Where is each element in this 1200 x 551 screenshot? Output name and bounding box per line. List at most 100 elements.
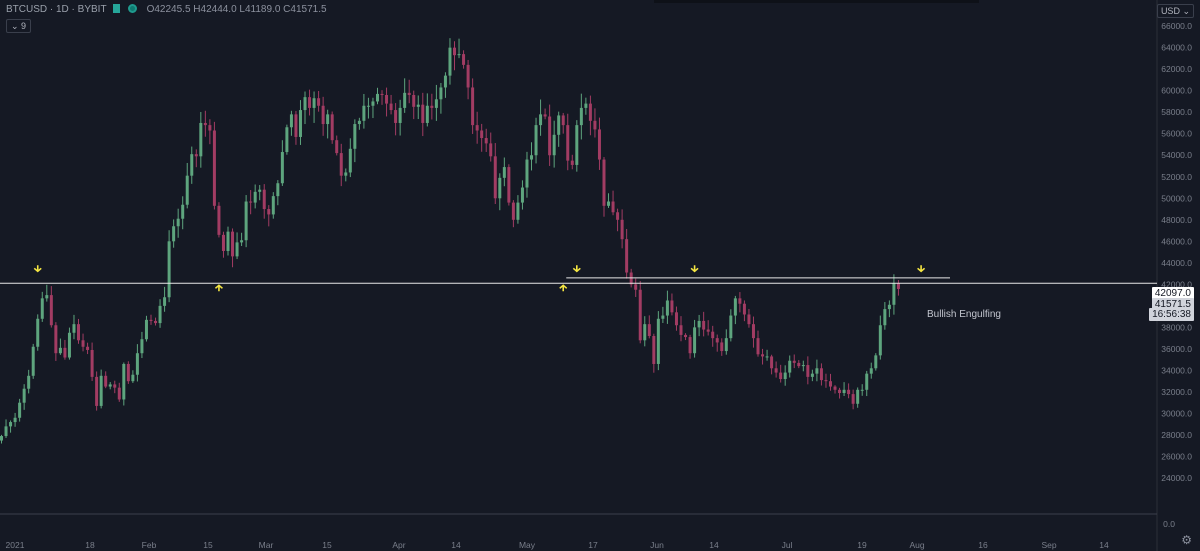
- candle-down: [720, 342, 724, 352]
- price-tick-label: 62000.0: [1161, 64, 1192, 74]
- price-tick-label: 26000.0: [1161, 451, 1192, 461]
- candle-down: [407, 92, 411, 95]
- indicators-toggle-button[interactable]: ⌄ 9: [6, 19, 32, 33]
- candle-up: [176, 218, 180, 227]
- candle-up: [665, 300, 669, 316]
- candle-up: [697, 320, 701, 328]
- candle-up: [36, 318, 40, 347]
- candle-up: [366, 105, 370, 107]
- candle-down: [634, 284, 638, 290]
- candle-up: [235, 242, 239, 257]
- chart-header: BTCUSD · 1D · BYBIT O42245.5 H42444.0 L41…: [6, 4, 327, 15]
- candle-up: [815, 368, 819, 374]
- candle-up: [285, 127, 289, 153]
- candle-up: [729, 315, 733, 339]
- price-tick-label: 54000.0: [1161, 150, 1192, 160]
- candle-up: [253, 191, 257, 203]
- candle-down: [742, 303, 746, 315]
- candle-up: [226, 231, 230, 251]
- price-axis[interactable]: 66000.0 64000.0 62000.0 60000.0 58000.0 56000…: [1161, 21, 1192, 529]
- candle-down: [702, 320, 706, 330]
- candle-down: [511, 202, 515, 220]
- gear-icon[interactable]: ⚙: [1181, 533, 1192, 547]
- candle-down: [480, 130, 484, 139]
- candle-down: [625, 239, 629, 273]
- candle-down: [597, 129, 601, 160]
- symbol-label[interactable]: BTCUSD · 1D · BYBIT: [6, 4, 107, 15]
- time-tick-label: 19: [857, 540, 867, 550]
- candle-down: [117, 387, 121, 400]
- candle-up: [18, 402, 22, 418]
- candle-up: [416, 104, 420, 107]
- candle-down: [774, 368, 778, 373]
- time-tick-label: Sep: [1041, 540, 1056, 550]
- candle-down: [475, 125, 479, 131]
- candle-down: [421, 104, 425, 123]
- last-price-tag: 41571.5: [1151, 298, 1194, 311]
- candle-down: [339, 153, 343, 176]
- candle-down: [838, 389, 842, 394]
- candle-up: [443, 75, 447, 88]
- candle-up: [530, 155, 534, 160]
- candle-down: [95, 376, 99, 406]
- candles-group: [0, 38, 900, 444]
- candle-down: [86, 346, 90, 350]
- price-tick-label: 56000.0: [1161, 129, 1192, 139]
- candle-up: [534, 125, 538, 156]
- arrow-down-icon: [917, 265, 926, 273]
- candle-down: [819, 368, 823, 381]
- candle-down: [231, 231, 235, 257]
- currency-button[interactable]: USD ⌄: [1156, 4, 1194, 18]
- candle-up: [181, 204, 185, 219]
- candle-down: [847, 389, 851, 395]
- price-tick-label: 46000.0: [1161, 236, 1192, 246]
- candle-up: [661, 315, 665, 319]
- arrow-down-icon: [572, 265, 581, 273]
- candle-up: [144, 319, 148, 340]
- candle-down: [221, 234, 225, 251]
- candle-up: [398, 107, 402, 123]
- candle-up: [45, 295, 49, 299]
- candle-down: [833, 386, 837, 390]
- candle-down: [484, 138, 488, 144]
- candle-up: [135, 353, 139, 375]
- time-tick-label: Jun: [650, 540, 664, 550]
- candle-up: [371, 101, 375, 106]
- candle-down: [747, 314, 751, 325]
- candle-down: [711, 331, 715, 339]
- candle-down: [715, 338, 719, 343]
- time-tick-label: May: [519, 540, 536, 550]
- candle-down: [761, 354, 765, 357]
- candle-up: [434, 99, 438, 108]
- candle-up: [58, 347, 62, 354]
- candle-down: [570, 160, 574, 165]
- candle-down: [493, 156, 497, 199]
- candle-down: [249, 201, 253, 203]
- candle-down: [453, 47, 456, 56]
- candle-up: [892, 283, 896, 305]
- candle-up: [199, 122, 203, 157]
- candle-up: [353, 124, 357, 149]
- time-tick-label: 14: [709, 540, 719, 550]
- candle-up: [783, 372, 787, 380]
- price-tick-label: 50000.0: [1161, 193, 1192, 203]
- time-tick-label: Aug: [909, 540, 924, 550]
- candle-down: [63, 347, 67, 358]
- candle-down: [308, 97, 312, 108]
- price-tick-label: 48000.0: [1161, 215, 1192, 225]
- candle-up: [656, 318, 660, 364]
- price-tick-label: 42000.0: [1161, 279, 1192, 289]
- time-tick-label: 15: [322, 540, 332, 550]
- candle-up: [244, 201, 248, 241]
- candle-up: [326, 114, 330, 125]
- flag-icon[interactable]: [112, 4, 120, 13]
- candle-up: [72, 324, 76, 333]
- price-tick-label: 28000.0: [1161, 430, 1192, 440]
- candle-up: [348, 148, 352, 173]
- candle-down: [751, 324, 755, 339]
- time-axis[interactable]: 2021 18 Feb 15 Mar 15 Apr 14 May 17 Jun 14 Jul 19 Aug 1…: [6, 540, 1109, 550]
- candle-up: [375, 93, 379, 102]
- price-tick-label: 30000.0: [1161, 408, 1192, 418]
- price-tick-label: 58000.0: [1161, 107, 1192, 117]
